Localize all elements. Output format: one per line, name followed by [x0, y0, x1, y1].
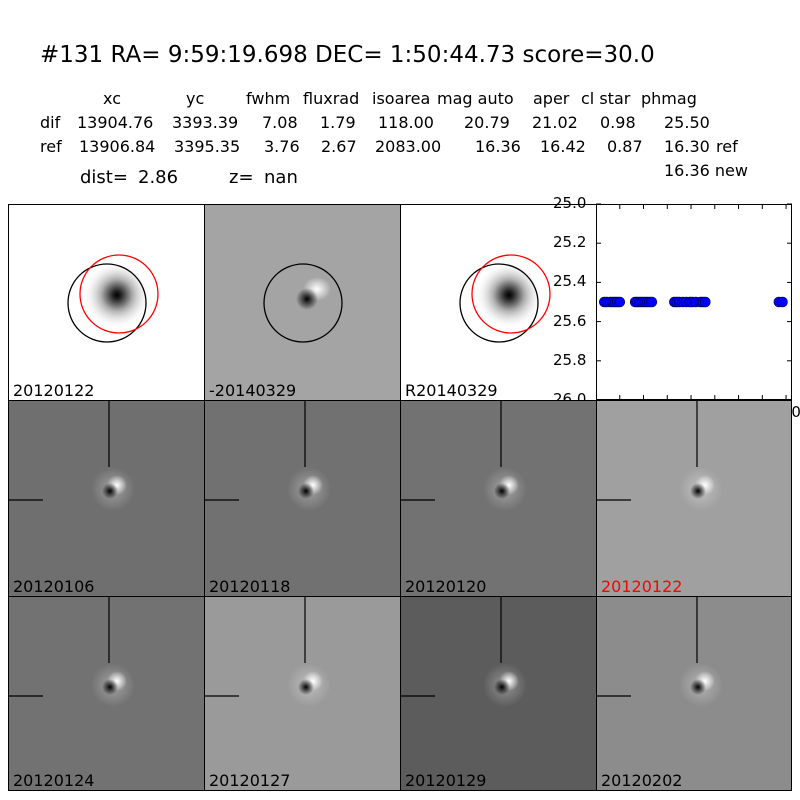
dipole-negative	[690, 483, 706, 499]
image-panel-reference: R20140329	[400, 204, 597, 401]
stamp-image	[9, 401, 135, 511]
light-curve-svg	[596, 203, 792, 401]
image-stamp: 20120122	[596, 400, 792, 597]
dipole-negative	[298, 483, 314, 499]
aperture-circle	[263, 263, 343, 343]
stamp-date-label: 20120106	[13, 577, 95, 596]
stamp-image	[67, 254, 159, 343]
dif-phmag: 25.50	[664, 113, 710, 132]
col-header-yc: yc	[186, 89, 205, 108]
col-header-fwhm: fwhm	[246, 89, 291, 108]
dif-fluxrad: 1.79	[320, 113, 356, 132]
ref-phmag: 16.30	[664, 137, 710, 156]
col-header-mag-auto: mag auto	[437, 89, 514, 108]
image-panel-difference: -20140329	[204, 204, 401, 401]
dipole-negative	[296, 288, 318, 310]
stamp-date-label: 20120127	[209, 771, 291, 790]
ref-xc: 13906.84	[79, 137, 156, 156]
reference-circle	[79, 254, 159, 334]
ref-cl-star: 0.87	[607, 137, 643, 156]
image-stamp: 20120202	[596, 596, 792, 791]
col-header-isoarea: isoarea	[372, 89, 431, 108]
data-point	[646, 296, 658, 308]
data-point	[614, 296, 626, 308]
aperture-circle	[67, 263, 147, 343]
row-label-ref: ref	[40, 137, 62, 156]
col-header-aper: aper	[533, 89, 570, 108]
y-tick-label: 25.4	[553, 272, 587, 291]
stamp-date-label: 20120118	[209, 577, 291, 596]
panel-label: -20140329	[209, 381, 297, 400]
source-blob	[475, 261, 543, 329]
image-stamp: 20120124	[8, 596, 205, 791]
stamp-image	[597, 597, 723, 707]
page-title: #131 RA= 9:59:19.698 DEC= 1:50:44.73 sco…	[40, 42, 655, 68]
dif-aper: 21.02	[532, 113, 578, 132]
z-label: z=	[229, 167, 254, 188]
stamp-image	[263, 263, 343, 343]
image-panel-new: 20120122	[8, 204, 205, 401]
ref-phmag-tag: ref	[716, 137, 738, 156]
dipole-negative	[494, 679, 510, 695]
ref-isoarea: 2083.00	[375, 137, 442, 156]
dif-isoarea: 118.00	[378, 113, 434, 132]
y-tick-label: 25.0	[553, 194, 587, 212]
z-value: nan	[264, 167, 298, 188]
stamp-image	[205, 597, 331, 707]
image-stamp: 20120106	[8, 400, 205, 597]
dist-value: 2.86	[138, 167, 179, 188]
dist-label: dist=	[80, 167, 128, 188]
stamp-image	[401, 597, 527, 707]
y-tick-label: 25.6	[553, 311, 587, 330]
stamp-date-label: 20120129	[405, 771, 487, 790]
stamp-date-label: 20120122	[601, 577, 683, 596]
ref-aper: 16.42	[540, 137, 586, 156]
dif-xc: 13904.76	[77, 113, 154, 132]
stamp-image	[597, 401, 723, 511]
stamp-image	[205, 401, 331, 511]
dipole-negative	[102, 483, 118, 499]
col-header-fluxrad: fluxrad	[303, 89, 360, 108]
data-point	[699, 296, 711, 308]
light-curve-chart	[596, 203, 793, 401]
stamp-date-label: 20120120	[405, 577, 487, 596]
panel-label: R20140329	[405, 381, 498, 400]
aperture-circle	[459, 263, 539, 343]
image-stamp: 20120127	[204, 596, 401, 791]
image-stamp: 20120118	[204, 400, 401, 597]
dipole-negative	[494, 483, 510, 499]
dif-mag-auto: 20.79	[464, 113, 510, 132]
dipole-negative	[298, 679, 314, 695]
col-header-cl-star: cl star	[581, 89, 631, 108]
data-point	[777, 296, 788, 308]
col-header-phmag: phmag	[641, 89, 697, 108]
dif-cl-star: 0.98	[600, 113, 636, 132]
stamp-image	[459, 254, 551, 343]
col-header-xc: xc	[103, 89, 121, 108]
ref-fluxrad: 2.67	[321, 137, 357, 156]
dipole-negative	[690, 679, 706, 695]
row-label-dif: dif	[40, 113, 61, 132]
stamp-date-label: 20120202	[601, 771, 683, 790]
image-stamp: 20120129	[400, 596, 597, 791]
stamp-date-label: 20120124	[13, 771, 95, 790]
source-blob	[83, 261, 151, 329]
panel-label: 20120122	[13, 381, 95, 400]
y-tick-label: 25.2	[553, 233, 587, 252]
image-stamp: 20120120	[400, 400, 597, 597]
y-tick-label: 25.8	[553, 350, 587, 369]
reference-circle	[471, 254, 551, 334]
dif-yc: 3393.39	[172, 113, 239, 132]
ref-mag-auto: 16.36	[475, 137, 521, 156]
dif-fwhm: 7.08	[262, 113, 298, 132]
ref-fwhm: 3.76	[264, 137, 300, 156]
stamp-image	[9, 597, 135, 707]
stamp-image	[401, 401, 527, 511]
new-phmag: 16.36 new	[664, 161, 748, 180]
dipole-negative	[102, 679, 118, 695]
ref-yc: 3395.35	[174, 137, 241, 156]
